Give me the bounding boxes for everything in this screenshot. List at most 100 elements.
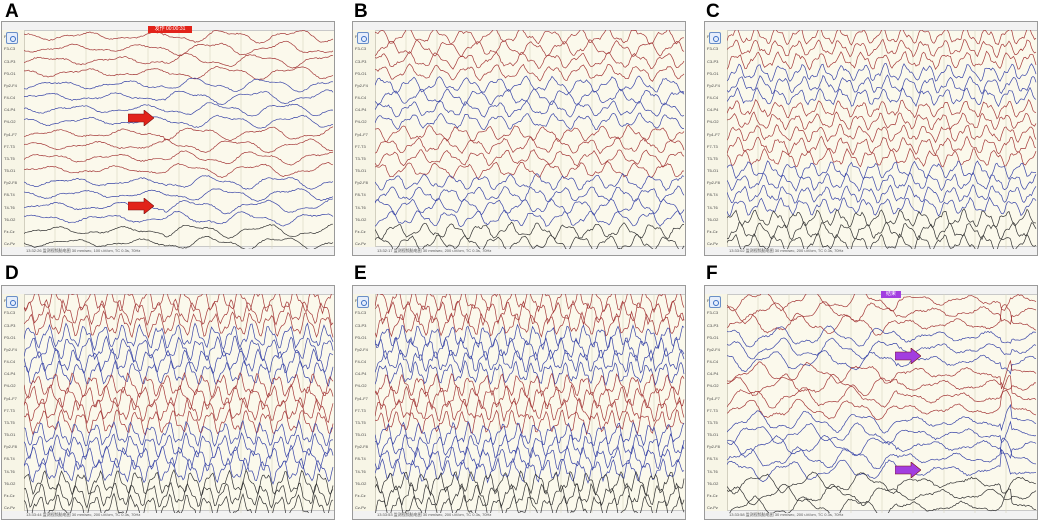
eeg-channel-trace (24, 188, 334, 202)
eeg-channel-trace (727, 184, 1037, 204)
channel-label-column (705, 294, 728, 511)
eeg-channel-trace (375, 346, 685, 374)
montage-settings-icon[interactable] (6, 32, 18, 44)
eeg-channel-trace (24, 30, 334, 44)
channel-label: F3-C3 (707, 310, 719, 316)
recording-status-text: 13:33:53 监测视频脑电图 30 mm/sec, 200 uV/cm, T… (377, 512, 492, 517)
eeg-channel-trace (375, 310, 685, 338)
eeg-channel-trace (24, 114, 334, 129)
channel-label: Fz-Cz (355, 492, 366, 498)
channel-label: F3-C3 (707, 46, 719, 52)
channel-label-column (2, 30, 25, 247)
eeg-channel-trace (727, 389, 1037, 421)
channel-label: P4-O2 (707, 119, 719, 125)
channel-label: Fp1-F7 (4, 395, 17, 401)
eeg-channel-trace (375, 149, 685, 167)
eeg-channel-trace (375, 409, 685, 436)
montage-settings-icon[interactable] (709, 296, 721, 308)
eeg-channel-trace (375, 336, 685, 363)
eeg-channel-trace (727, 359, 1037, 390)
channel-label: Fp2-F8 (707, 180, 720, 186)
eeg-channel-trace (727, 135, 1037, 156)
channel-label: P4-O2 (355, 119, 367, 125)
eeg-channel-trace (729, 488, 1037, 513)
channel-label: F8-T4 (4, 456, 15, 462)
channel-label: Fz-Cz (4, 228, 15, 234)
channel-label: T4-T6 (707, 468, 718, 474)
channel-label: Fp1-F7 (355, 395, 368, 401)
channel-label: T6-O2 (4, 216, 16, 222)
eeg-channel-trace (727, 196, 1037, 217)
panel-bottom-bar (353, 510, 685, 519)
panel-top-bar (705, 22, 1037, 31)
eeg-channel-trace (727, 337, 1037, 360)
channel-label: T3-T5 (4, 155, 15, 161)
eeg-panel-a: Fp1-F3F3-C3C3-P3P3-O1Fp2-F4F4-C4C4-P4P4-… (1, 21, 335, 256)
channel-label: Cz-Pz (355, 505, 366, 511)
eeg-channel-trace (727, 471, 1037, 495)
channel-label: Fp2-F4 (4, 346, 17, 352)
eeg-channel-trace (727, 483, 1037, 506)
eeg-channel-trace (24, 211, 334, 227)
channel-label: Fp2-F8 (355, 180, 368, 186)
channel-label-column (353, 294, 376, 511)
channel-label: F4-C4 (4, 95, 16, 101)
eeg-channel-trace (727, 147, 1037, 168)
eeg-channel-trace (24, 396, 334, 424)
channel-label: Fp2-F8 (707, 444, 720, 450)
eeg-trace-area (375, 294, 685, 513)
montage-settings-icon[interactable] (357, 296, 369, 308)
recording-status-text: 13:33:58 监测视频脑电图 30 mm/sec, 200 uV/cm, T… (729, 512, 844, 517)
eeg-channel-trace (24, 52, 334, 69)
eeg-channel-trace (727, 325, 1037, 348)
channel-label: F8-T4 (707, 192, 718, 198)
channel-label: C4-P4 (355, 371, 367, 377)
montage-settings-icon[interactable] (709, 32, 721, 44)
eeg-channel-trace (727, 98, 1037, 120)
eeg-channel-trace (375, 51, 685, 70)
channel-label: T6-O2 (355, 216, 367, 222)
eeg-channel-trace (24, 223, 333, 239)
channel-label: T4-T6 (355, 468, 366, 474)
eeg-channel-trace (727, 448, 1037, 483)
eeg-channel-trace (375, 234, 685, 249)
channel-label: F8-T4 (707, 456, 718, 462)
panel-bottom-bar (353, 246, 685, 255)
channel-label: C3-P3 (355, 322, 367, 328)
eeg-channel-trace (24, 298, 334, 326)
eeg-channel-trace (375, 160, 684, 179)
channel-label: Fz-Cz (4, 492, 15, 498)
recording-status-text: 13:32:17 监测视频脑电图 30 mm/sec, 200 uV/cm, T… (377, 248, 492, 253)
eeg-channel-trace (727, 208, 1037, 229)
eeg-channel-trace (24, 162, 334, 179)
eeg-channel-trace (24, 322, 334, 352)
montage-settings-icon[interactable] (6, 296, 18, 308)
eeg-channel-trace (24, 480, 334, 509)
channel-label: T6-O2 (707, 216, 719, 222)
channel-label: T3-T5 (355, 419, 366, 425)
channel-label: F7-T3 (4, 143, 15, 149)
channel-label: Cz-Pz (355, 241, 366, 247)
red-arrow-icon (128, 198, 154, 214)
channel-label: T5-O1 (707, 432, 719, 438)
eeg-channel-trace (727, 111, 1037, 131)
channel-label: P3-O1 (355, 334, 367, 340)
channel-label: C3-P3 (355, 58, 367, 64)
eeg-channel-trace (24, 77, 334, 93)
eeg-channel-trace (727, 375, 1037, 409)
eeg-channel-trace (375, 198, 685, 216)
channel-label: Fp1-F7 (355, 131, 368, 137)
eeg-channel-trace (727, 294, 1037, 312)
channel-label: C3-P3 (707, 58, 719, 64)
eeg-channel-trace (24, 175, 334, 190)
panel-bottom-bar (2, 510, 334, 519)
montage-settings-icon[interactable] (357, 32, 369, 44)
eeg-channel-trace (375, 359, 685, 387)
eeg-channel-trace (727, 38, 1037, 59)
eeg-channel-trace (375, 30, 684, 45)
eeg-channel-trace (375, 221, 685, 240)
panel-letter-a: A (5, 1, 19, 22)
eeg-channel-trace (375, 209, 685, 227)
channel-label: Fp2-F4 (707, 346, 720, 352)
recording-status-text: 13:32:26 监测视频脑电图 30 mm/sec, 100 uV/cm, T… (26, 248, 141, 253)
